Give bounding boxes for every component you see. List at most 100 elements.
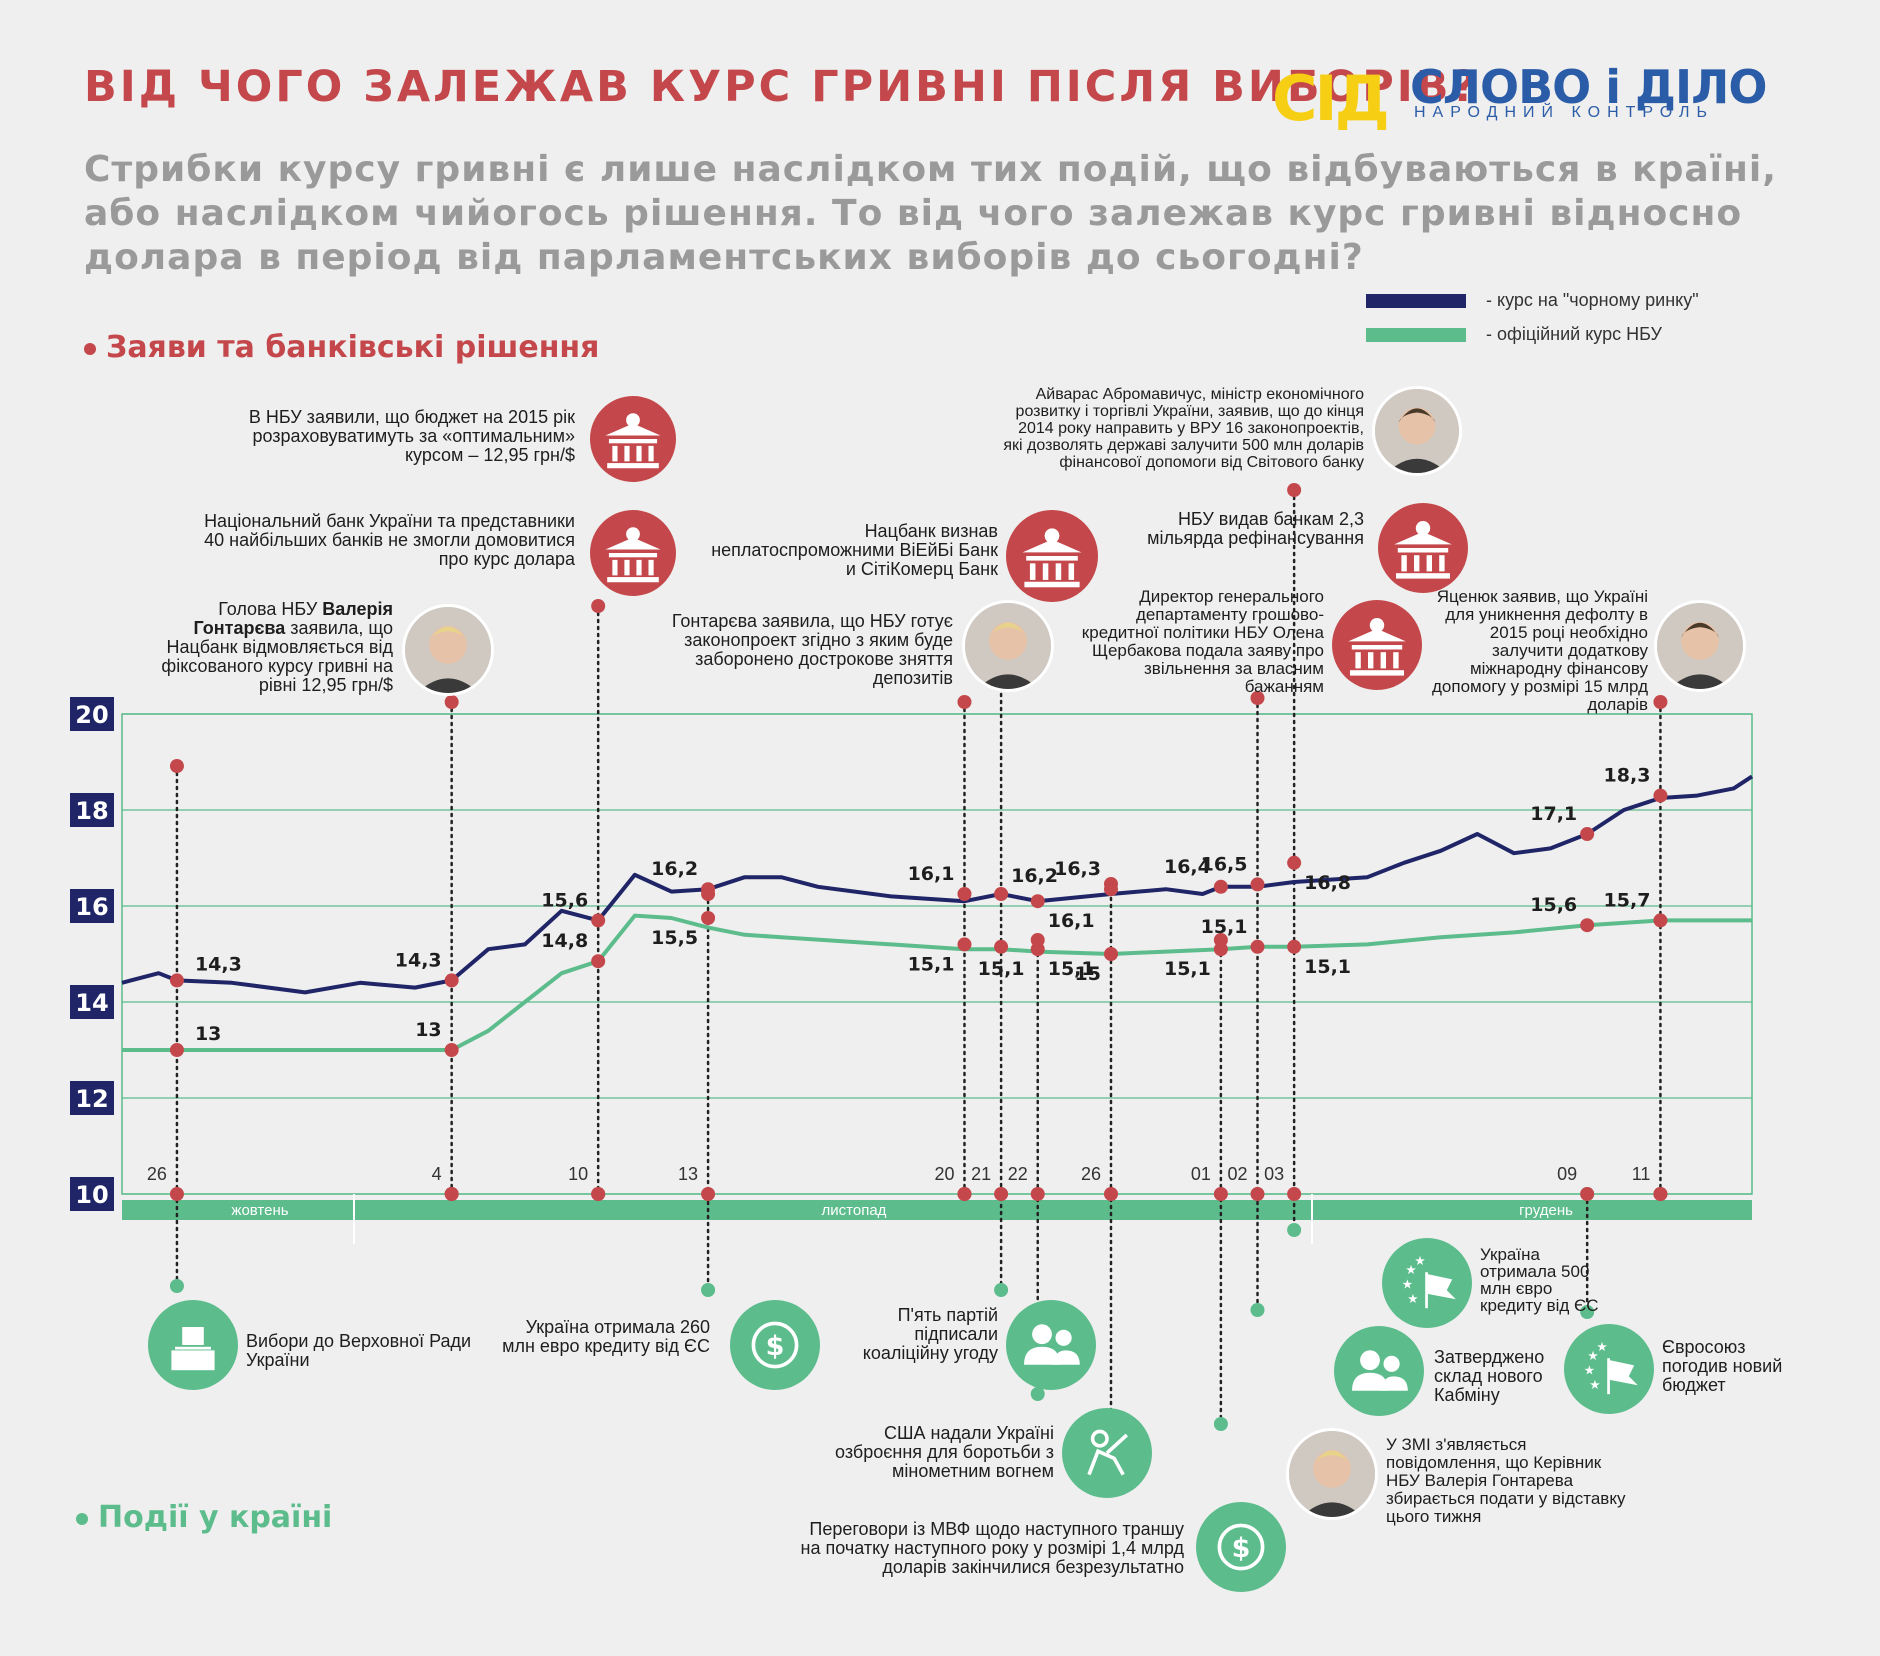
- connector-end-dot: [994, 1283, 1009, 1297]
- value-marker: [591, 954, 606, 969]
- date-tick-label: 20: [934, 1164, 954, 1184]
- y-tick-label: 18: [75, 797, 108, 825]
- people-icon: [1006, 1300, 1096, 1390]
- value-marker: [169, 1043, 184, 1057]
- value-marker: [1213, 942, 1228, 957]
- bank-icon: [590, 510, 676, 596]
- connector-end-dot: [1580, 1305, 1595, 1319]
- value-label: 15,1: [1048, 958, 1095, 980]
- month-band: [122, 1200, 1752, 1220]
- date-tick-dot: [1213, 1187, 1228, 1201]
- annotation-gontareva-post: заявила, що Нацбанк відмовляється від фі…: [161, 618, 393, 695]
- value-label: 15,1: [908, 953, 955, 975]
- annotation-eu-budget: Євросоюз погодив новий бюджет: [1662, 1337, 1783, 1395]
- date-tick-dot: [957, 1187, 972, 1201]
- value-label: 14,8: [541, 930, 588, 952]
- svg-text:★: ★: [1407, 1291, 1418, 1306]
- date-tick-label: 21: [971, 1164, 991, 1184]
- date-tick-dot: [1653, 1187, 1668, 1201]
- annotation-abromavichus: Айварас Абромавичус, міністр економічног…: [1003, 386, 1364, 471]
- svg-text:$: $: [1232, 1533, 1251, 1564]
- date-tick-dot: [1580, 1187, 1595, 1201]
- legend-label-nbu: - офіційний курс НБУ: [1486, 324, 1662, 344]
- y-tick-badge: [70, 985, 114, 1019]
- value-label: 13: [415, 1019, 441, 1041]
- section-top-label: Заяви та банківські рішення: [106, 330, 600, 365]
- legend-swatch-nbu: [1366, 328, 1466, 342]
- logo: СІД СЛОВО і ДІЛО НАРОДНИЙ КОНТРОЛЬ: [1272, 60, 1767, 140]
- nbu-line: [122, 913, 1752, 1052]
- date-tick-label: 01: [1191, 1164, 1211, 1184]
- svg-text:★: ★: [1405, 1262, 1416, 1277]
- y-tick-badge: [70, 1081, 114, 1115]
- date-tick-label: 26: [147, 1164, 167, 1184]
- legend-swatch-black-market: [1366, 294, 1466, 308]
- annotation-refinancing: НБУ видав банкам 2,3 мільярда рефінансув…: [1147, 509, 1364, 548]
- date-tick-label: 11: [1632, 1164, 1651, 1184]
- value-label: 15,7: [1604, 889, 1651, 911]
- y-tick-label: 20: [75, 701, 108, 729]
- value-label: 16,2: [1011, 865, 1058, 887]
- value-marker: [591, 913, 606, 928]
- value-marker: [169, 973, 184, 988]
- value-label: 16,4: [1164, 856, 1211, 878]
- date-tick-dot: [1250, 1187, 1265, 1201]
- annotation-deposit-ban: Гонтарєва заявила, що НБУ готує законопр…: [671, 611, 953, 688]
- value-marker: [1030, 894, 1045, 909]
- y-tick-badge: [70, 889, 114, 923]
- connector-end-dot: [957, 695, 972, 709]
- value-label: 16,3: [1054, 858, 1101, 880]
- bank-icon: [1378, 503, 1468, 593]
- value-marker: [1580, 827, 1595, 841]
- value-label: 17,1: [1530, 803, 1577, 825]
- page-title: ВІД ЧОГО ЗАЛЕЖАВ КУРС ГРИВНІ ПІСЛЯ ВИБОР…: [84, 62, 1480, 112]
- bank-icon: [1332, 600, 1422, 690]
- value-marker: [1103, 882, 1118, 897]
- black-market-line: [121, 774, 1754, 995]
- value-label: 16,5: [1201, 853, 1248, 875]
- bank-icon: [1006, 510, 1098, 602]
- connector-end-dot: [1653, 695, 1668, 709]
- y-tick-label: 14: [75, 989, 108, 1017]
- date-tick-label: 13: [678, 1164, 698, 1184]
- value-marker: [1250, 877, 1265, 892]
- portrait-gontareva: [1286, 1428, 1378, 1520]
- portrait-yatsenyuk: [1654, 600, 1746, 692]
- value-marker: [1213, 879, 1228, 894]
- annotation-banks-no-agreement: Національний банк України та представник…: [204, 511, 575, 569]
- date-tick-label: 09: [1557, 1164, 1577, 1184]
- section-bottom-label: Події у країні: [98, 1500, 333, 1535]
- value-marker: [444, 1043, 459, 1057]
- legend-label-black-market: - курс на "чорному ринку": [1486, 290, 1699, 310]
- value-marker: [1030, 942, 1045, 957]
- annotation-eu-credit-260: Україна отримала 260 млн евро кредиту ві…: [502, 1317, 710, 1356]
- people-icon: [1334, 1326, 1424, 1416]
- date-tick-label: 10: [568, 1164, 588, 1184]
- value-label: 14,3: [395, 949, 442, 971]
- date-tick-dot: [169, 1187, 184, 1201]
- bank-icon: [590, 396, 676, 482]
- value-label: 15,1: [1164, 958, 1211, 980]
- value-marker: [994, 939, 1009, 954]
- annotation-imf-talks: Переговори із МВФ щодо наступного траншу…: [800, 1519, 1184, 1577]
- logo-name: СЛОВО і ДІЛО: [1410, 60, 1767, 114]
- svg-text:★: ★: [1414, 1253, 1425, 1268]
- soldier-icon: [1062, 1408, 1152, 1498]
- value-marker: [444, 973, 459, 988]
- y-tick-label: 12: [75, 1085, 108, 1113]
- date-tick-dot: [444, 1187, 459, 1201]
- section-top-heading: Заяви та банківські рішення: [84, 330, 599, 365]
- month-label: листопад: [822, 1202, 887, 1219]
- intro-text: Стрибки курсу гривні є лише наслідком ти…: [84, 149, 1777, 278]
- value-label: 15,6: [1530, 894, 1577, 916]
- date-tick-dot: [994, 1187, 1009, 1201]
- section-top-bullet: [84, 342, 96, 355]
- value-label: 15,1: [978, 958, 1025, 980]
- svg-text:★: ★: [1596, 1339, 1607, 1354]
- value-label: 15,1: [1201, 916, 1248, 938]
- connector-end-dot: [169, 759, 184, 773]
- annotation-elections: Вибори до Верховної Ради України: [246, 1331, 472, 1370]
- value-marker: [994, 887, 1009, 901]
- value-marker: [957, 937, 972, 952]
